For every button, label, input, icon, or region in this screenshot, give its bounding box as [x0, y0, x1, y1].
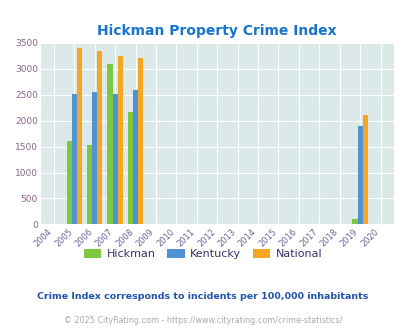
Bar [357, 126, 362, 224]
Bar [133, 90, 138, 224]
Bar [72, 94, 77, 224]
Legend: Hickman, Kentucky, National: Hickman, Kentucky, National [79, 244, 326, 263]
Bar [97, 51, 102, 224]
Bar [362, 115, 367, 224]
Bar [112, 94, 117, 224]
Title: Hickman Property Crime Index: Hickman Property Crime Index [97, 23, 336, 38]
Bar [92, 92, 97, 224]
Bar [138, 58, 143, 224]
Bar [117, 55, 122, 224]
Bar [77, 48, 82, 224]
Bar [66, 142, 72, 224]
Bar [352, 219, 357, 224]
Text: © 2025 CityRating.com - https://www.cityrating.com/crime-statistics/: © 2025 CityRating.com - https://www.city… [64, 316, 341, 325]
Text: Crime Index corresponds to incidents per 100,000 inhabitants: Crime Index corresponds to incidents per… [37, 292, 368, 301]
Bar [107, 64, 112, 224]
Bar [128, 112, 133, 224]
Bar [87, 145, 92, 224]
